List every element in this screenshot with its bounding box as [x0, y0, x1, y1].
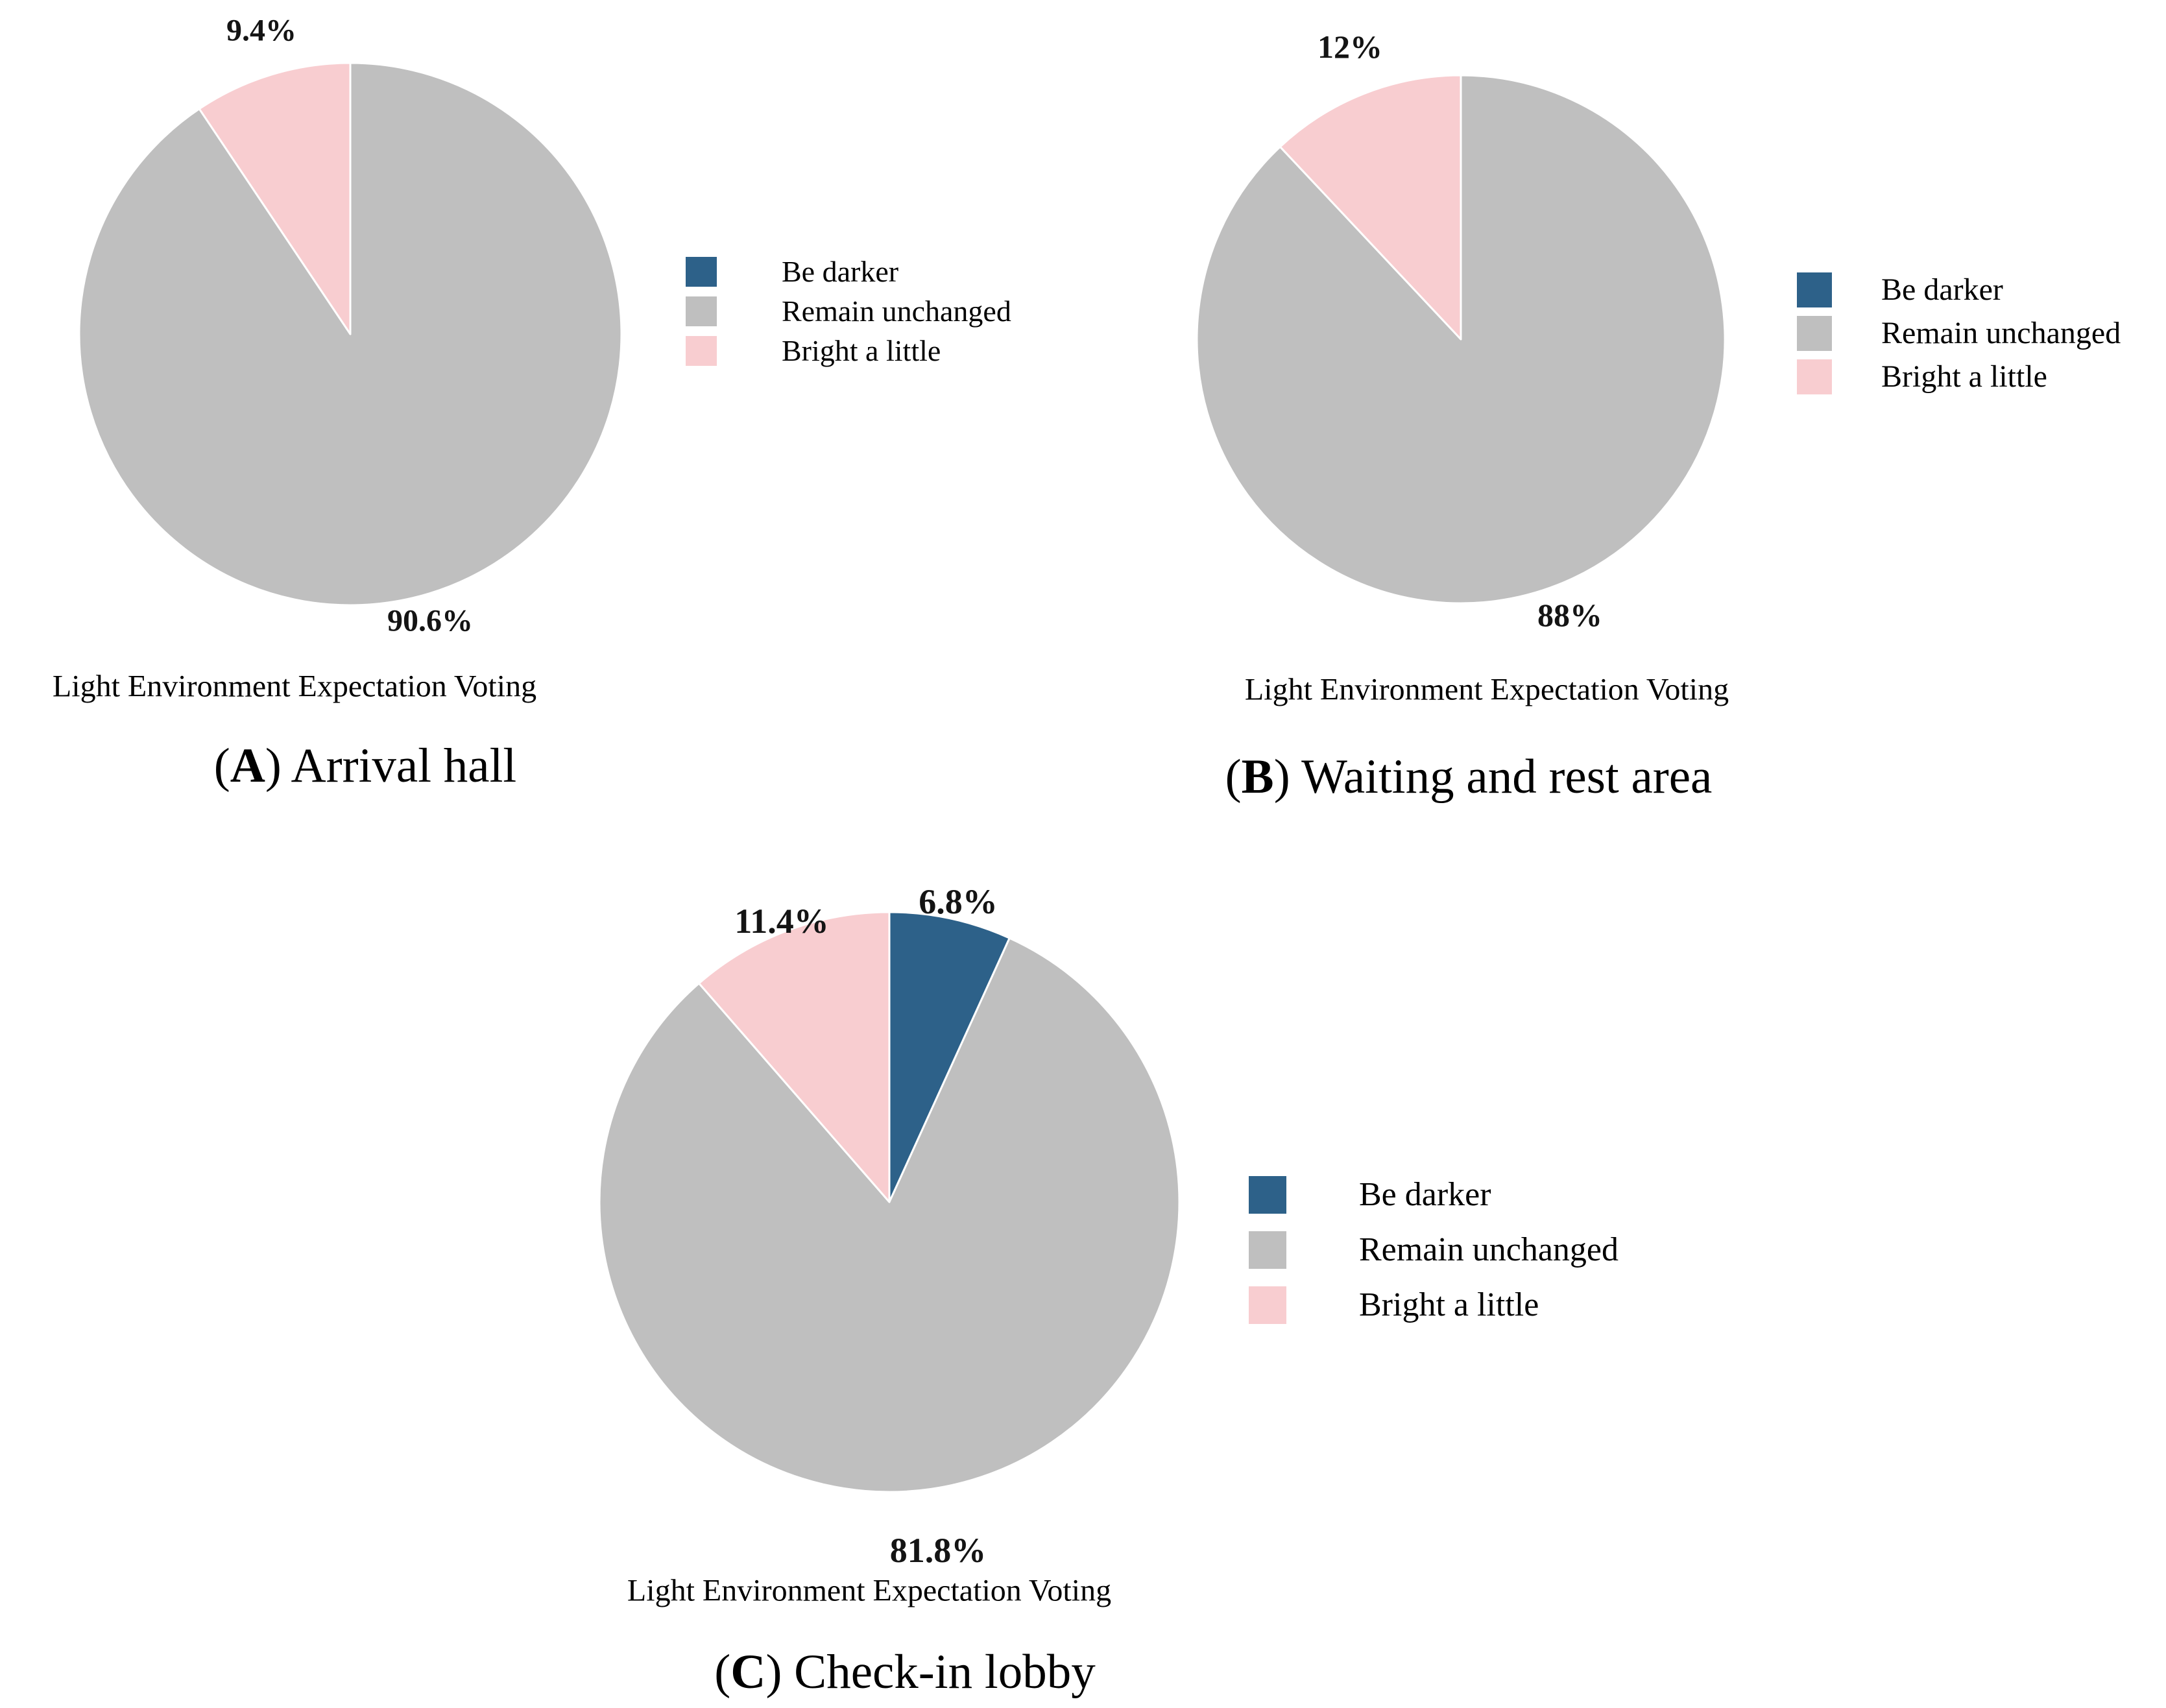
- legend-item-bright-a-little: Bright a little: [1249, 1286, 1618, 1324]
- legend-swatch-remain-unchanged-icon: [1249, 1231, 1286, 1269]
- legend: Be darker Remain unchanged Bright a litt…: [1797, 272, 2121, 402]
- legend-item-remain-unchanged: Remain unchanged: [1797, 315, 2121, 351]
- pct-label-remain-unchanged: 88%: [1537, 597, 1602, 633]
- legend-label: Remain unchanged: [782, 295, 1011, 328]
- caption-text: ) Arrival hall: [265, 739, 517, 793]
- legend-swatch-be-darker-icon: [1797, 272, 1832, 307]
- legend-item-be-darker: Be darker: [686, 254, 1011, 289]
- caption-paren: (: [1225, 750, 1242, 804]
- pie-chart-waiting-rest-area: [1196, 74, 1726, 605]
- legend: Be darker Remain unchanged Bright a litt…: [686, 254, 1011, 373]
- panel-caption: (B) Waiting and rest area: [1225, 749, 1713, 805]
- caption-letter: B: [1241, 750, 1274, 804]
- legend-label: Remain unchanged: [1359, 1231, 1618, 1268]
- legend-item-be-darker: Be darker: [1249, 1175, 1618, 1214]
- pct-label-bright-a-little: 12%: [1318, 29, 1382, 65]
- legend-label: Be darker: [1359, 1176, 1491, 1213]
- caption-letter: C: [730, 1645, 766, 1699]
- legend-label: Be darker: [782, 255, 899, 288]
- legend-label: Remain unchanged: [1881, 316, 2121, 350]
- panel-caption: (C) Check-in lobby: [714, 1644, 1095, 1700]
- legend-item-remain-unchanged: Remain unchanged: [686, 294, 1011, 328]
- panel-caption: (A) Arrival hall: [214, 738, 517, 794]
- caption-paren: (: [213, 739, 230, 793]
- legend-item-bright-a-little: Bright a little: [1797, 359, 2121, 394]
- legend-swatch-bright-a-little-icon: [686, 335, 717, 366]
- caption-text: ) Check-in lobby: [765, 1645, 1096, 1699]
- caption-text: ) Waiting and rest area: [1273, 750, 1713, 804]
- legend-swatch-remain-unchanged-icon: [1797, 315, 1832, 351]
- pie-chart-check-in-lobby: [598, 911, 1181, 1493]
- legend-item-be-darker: Be darker: [1797, 272, 2121, 307]
- legend-swatch-bright-a-little-icon: [1249, 1286, 1286, 1324]
- legend-item-bright-a-little: Bright a little: [686, 333, 1011, 368]
- legend-label: Be darker: [1881, 272, 2003, 307]
- pct-label-remain-unchanged: 81.8%: [889, 1531, 987, 1570]
- pct-label-remain-unchanged: 90.6%: [387, 603, 473, 638]
- caption-letter: A: [230, 739, 265, 793]
- chart-title: Light Environment Expectation Voting: [627, 1573, 1112, 1608]
- legend-swatch-remain-unchanged-icon: [686, 296, 717, 326]
- chart-title: Light Environment Expectation Voting: [52, 669, 537, 704]
- pct-label-bright-a-little: 9.4%: [226, 13, 296, 48]
- legend-label: Bright a little: [782, 334, 941, 367]
- legend-swatch-bright-a-little-icon: [1797, 359, 1832, 394]
- pie-chart-arrival-hall: [78, 62, 623, 607]
- legend-swatch-be-darker-icon: [1249, 1175, 1286, 1214]
- legend-label: Bright a little: [1359, 1286, 1539, 1323]
- legend-swatch-be-darker-icon: [686, 256, 717, 287]
- legend-label: Bright a little: [1881, 359, 2047, 394]
- pct-label-be-darker: 6.8%: [919, 882, 998, 921]
- caption-paren: (: [714, 1645, 731, 1699]
- legend: Be darker Remain unchanged Bright a litt…: [1249, 1175, 1618, 1341]
- chart-title: Light Environment Expectation Voting: [1244, 672, 1729, 707]
- legend-item-remain-unchanged: Remain unchanged: [1249, 1231, 1618, 1269]
- pct-label-bright-a-little: 11.4%: [734, 902, 829, 941]
